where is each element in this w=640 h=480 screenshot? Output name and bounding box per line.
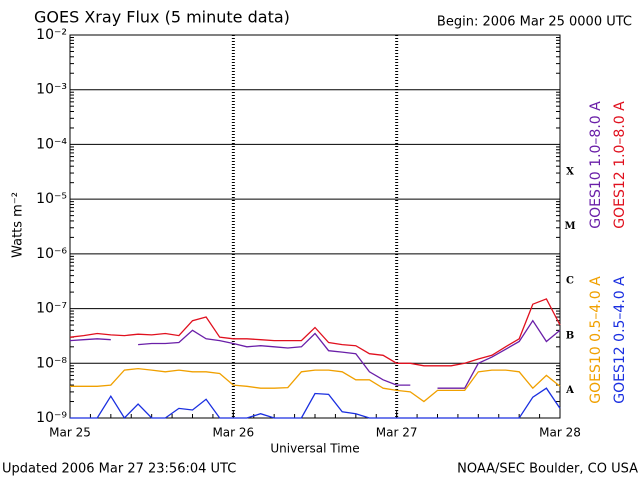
y-tick-label: 10⁻⁸ (36, 355, 67, 371)
legend-entry: GOES12 1.0–8.0 A (612, 101, 628, 229)
y-tick-label: 10⁻² (36, 27, 67, 43)
series-line (138, 329, 411, 386)
y-tick-label: 10⁻⁵ (36, 191, 67, 207)
series-line (70, 387, 561, 420)
y-tick-label: 10⁻⁹ (36, 410, 67, 426)
x-axis-label: Universal Time (270, 442, 359, 456)
series-line (69, 338, 111, 342)
y-tick-label: 10⁻⁶ (36, 246, 67, 262)
flare-class-label: X (566, 166, 574, 177)
y-tick-label: 10⁻⁴ (36, 136, 67, 152)
begin-label: Begin: 2006 Mar 25 0000 UTC (437, 15, 632, 30)
flare-class-label: B (566, 330, 574, 341)
y-tick-label: 10⁻³ (36, 82, 67, 98)
x-tick-label: Mar 25 (49, 426, 91, 440)
legend-entry: GOES10 0.5–4.0 A (588, 276, 604, 404)
footer-source: NOAA/SEC Boulder, CO USA (457, 462, 638, 477)
series-line (437, 319, 561, 389)
y-tick-label: 10⁻⁷ (36, 301, 67, 317)
x-tick-label: Mar 26 (212, 426, 254, 440)
x-tick-label: Mar 28 (539, 426, 581, 440)
flare-class-label: C (566, 276, 574, 287)
series-line (70, 367, 561, 403)
legend-entry: GOES10 1.0–8.0 A (588, 101, 604, 229)
x-tick-label: Mar 27 (376, 426, 418, 440)
series-line (69, 298, 561, 367)
chart-title: GOES Xray Flux (5 minute data) (34, 8, 290, 27)
plot-frame (69, 34, 561, 419)
flare-class-label: A (565, 385, 574, 396)
footer-updated: Updated 2006 Mar 27 23:56:04 UTC (2, 462, 236, 477)
flare-class-label: M (564, 221, 575, 232)
legend-entry: GOES12 0.5–4.0 A (612, 276, 628, 404)
y-axis-label: Watts m⁻² (11, 192, 26, 258)
